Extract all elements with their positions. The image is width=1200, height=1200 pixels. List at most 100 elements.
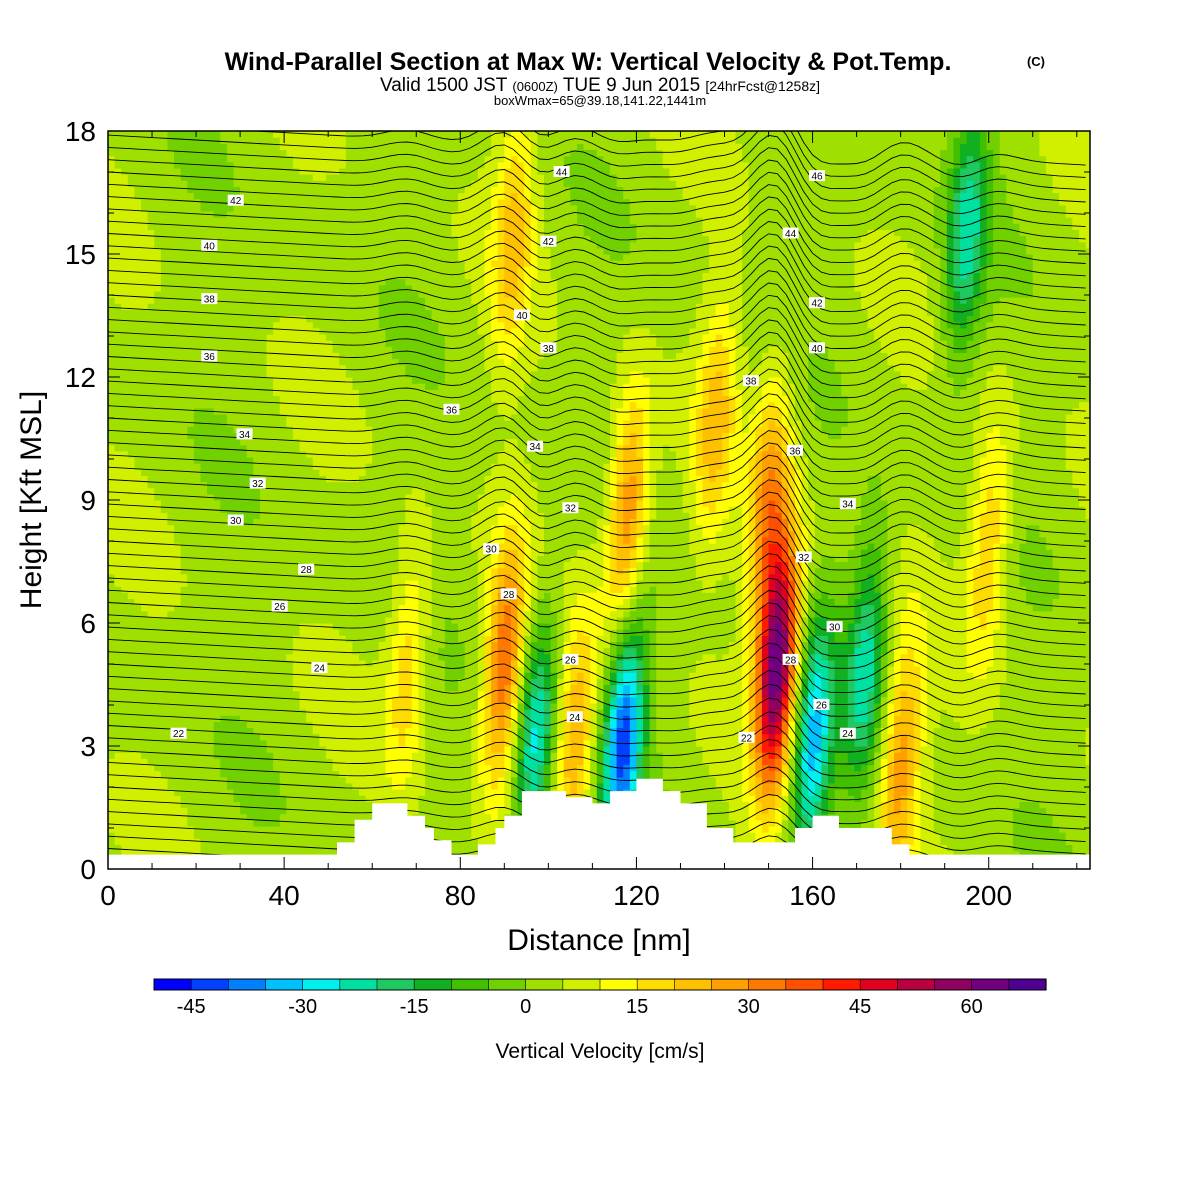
velocity-cell — [352, 290, 360, 298]
velocity-cell — [325, 413, 334, 421]
velocity-cell — [154, 567, 162, 575]
velocity-cell — [325, 709, 334, 716]
velocity-cell — [273, 155, 281, 163]
velocity-cell — [378, 524, 387, 532]
velocity-cell — [200, 721, 208, 729]
velocity-cell — [226, 813, 235, 821]
velocity-cell — [200, 782, 208, 790]
velocity-cell — [372, 321, 380, 329]
velocity-cell — [378, 641, 387, 649]
velocity-cell — [160, 389, 169, 397]
velocity-cell — [134, 653, 142, 661]
velocity-cell — [213, 832, 221, 839]
velocity-cell — [332, 770, 340, 778]
velocity-cell — [345, 198, 353, 206]
velocity-cell — [174, 241, 182, 249]
velocity-cell — [246, 567, 254, 575]
velocity-cell — [174, 358, 182, 366]
velocity-cell — [292, 217, 301, 224]
velocity-cell — [279, 850, 287, 858]
velocity-cell — [220, 635, 228, 643]
velocity-cell — [339, 297, 347, 304]
velocity-cell — [345, 690, 353, 698]
velocity-cell — [174, 438, 182, 446]
velocity-cell — [352, 543, 360, 550]
velocity-cell — [240, 616, 248, 624]
velocity-cell — [233, 469, 241, 476]
velocity-cell — [365, 536, 373, 544]
velocity-cell — [226, 561, 235, 569]
velocity-cell — [187, 733, 195, 741]
velocity-cell — [127, 586, 136, 593]
velocity-cell — [154, 561, 162, 569]
velocity-cell — [312, 149, 320, 157]
velocity-cell — [167, 210, 175, 218]
velocity-cell — [127, 678, 136, 686]
velocity-cell — [114, 186, 122, 194]
velocity-cell — [108, 795, 116, 802]
velocity-cell — [114, 690, 122, 698]
velocity-cell — [233, 530, 241, 538]
velocity-cell — [114, 579, 122, 587]
velocity-cell — [259, 241, 268, 249]
velocity-cell — [292, 278, 301, 286]
velocity-cell — [180, 217, 188, 224]
velocity-cell — [127, 721, 136, 729]
velocity-cell — [226, 131, 235, 138]
velocity-cell — [339, 309, 347, 317]
velocity-cell — [325, 469, 334, 476]
velocity-cell — [345, 579, 353, 587]
velocity-cell — [141, 229, 149, 237]
velocity-cell — [372, 518, 380, 526]
velocity-cell — [154, 401, 162, 409]
velocity-cell — [174, 702, 182, 710]
velocity-cell — [286, 641, 294, 649]
velocity-cell — [207, 229, 215, 237]
velocity-cell — [220, 377, 228, 384]
velocity-cell — [246, 358, 254, 366]
velocity-cell — [174, 204, 182, 212]
velocity-cell — [332, 616, 340, 624]
velocity-cell — [127, 635, 136, 643]
velocity-cell — [207, 610, 215, 618]
velocity-cell — [233, 413, 241, 421]
velocity-cell — [345, 340, 353, 347]
velocity-cell — [266, 420, 274, 427]
velocity-cell — [332, 678, 340, 686]
velocity-cell — [345, 709, 353, 716]
velocity-cell — [174, 284, 182, 292]
velocity-cell — [160, 217, 169, 224]
velocity-cell — [319, 629, 327, 636]
velocity-cell — [306, 653, 314, 661]
velocity-cell — [266, 555, 274, 563]
velocity-cell — [226, 377, 235, 384]
velocity-cell — [121, 290, 129, 298]
velocity-cell — [352, 444, 360, 452]
velocity-cell — [127, 149, 136, 157]
velocity-cell — [332, 598, 340, 606]
velocity-cell — [325, 746, 334, 753]
velocity-cell — [187, 426, 195, 433]
velocity-cell — [226, 782, 235, 790]
velocity-cell — [114, 782, 122, 790]
velocity-cell — [160, 272, 169, 280]
velocity-cell — [180, 481, 188, 489]
velocity-cell — [339, 690, 347, 698]
velocity-cell — [286, 290, 294, 298]
velocity-cell — [325, 659, 334, 667]
velocity-cell — [141, 389, 149, 397]
velocity-cell — [319, 297, 327, 304]
velocity-cell — [134, 549, 142, 556]
velocity-cell — [273, 321, 281, 329]
velocity-cell — [306, 543, 314, 550]
velocity-cell — [359, 604, 367, 612]
velocity-cell — [167, 315, 175, 323]
velocity-cell — [286, 838, 294, 845]
velocity-cell — [325, 752, 334, 759]
velocity-cell — [220, 524, 228, 532]
velocity-cell — [167, 746, 175, 753]
velocity-cell — [193, 413, 202, 421]
velocity-cell — [292, 370, 301, 378]
velocity-cell — [127, 217, 136, 224]
velocity-cell — [372, 795, 380, 802]
